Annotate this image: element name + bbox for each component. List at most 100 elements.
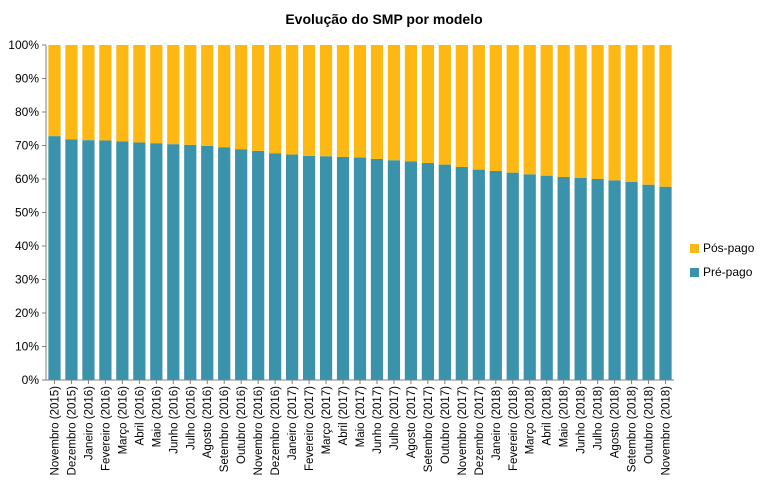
x-tick-label-36: Novembro (2018)	[661, 386, 673, 476]
x-tick-label-21: Agosto (2017)	[406, 386, 418, 458]
bar-pos-pago-32	[591, 45, 604, 179]
bar-pos-pago-24	[455, 45, 468, 167]
x-tick-label-35: Outubro (2018)	[644, 386, 656, 464]
bar-pos-pago-0	[48, 45, 61, 137]
x-tick-label-20: Julho (2017)	[389, 386, 401, 450]
bar-pos-pago-13	[269, 45, 282, 154]
y-tick-label-0: 0%	[22, 373, 40, 387]
x-tick-label-3: Fevereiro (2016)	[100, 386, 112, 471]
bar-pos-pago-21	[404, 45, 418, 162]
bar-pre-pago-27	[506, 172, 519, 380]
bar-pre-pago-17	[336, 156, 350, 380]
bar-pos-pago-26	[489, 45, 502, 171]
x-tick-label-18: Maio (2017)	[355, 386, 367, 448]
x-tick-label-8: Julho (2016)	[185, 386, 197, 450]
bar-pre-pago-26	[489, 170, 502, 380]
x-tick-label-12: Novembro (2016)	[253, 386, 265, 476]
bar-pos-pago-36	[659, 45, 672, 187]
chart-title: Evolução do SMP por modelo	[285, 11, 482, 27]
x-tick-label-29: Abril (2018)	[542, 386, 554, 446]
y-tick-label-8: 80%	[15, 105, 39, 119]
bar-pre-pago-25	[472, 169, 485, 380]
bar-pos-pago-29	[540, 45, 553, 176]
x-tick-label-26: Janeiro (2018)	[491, 386, 503, 460]
x-tick-label-14: Janeiro (2017)	[287, 386, 299, 460]
bar-pos-pago-12	[252, 45, 265, 151]
bar-pos-pago-2	[82, 45, 95, 141]
legend: Pós-pago Pré-pago	[690, 241, 755, 279]
bar-pos-pago-5	[133, 45, 146, 143]
x-tick-label-30: Maio (2018)	[559, 386, 571, 448]
y-tick-label-1: 10%	[15, 340, 39, 354]
y-tick-label-7: 70%	[15, 139, 39, 153]
bar-pre-pago-28	[523, 174, 536, 380]
bar-pre-pago-22	[421, 162, 435, 380]
bar-pos-pago-15	[302, 45, 316, 156]
legend-label-0: Pós-pago	[703, 241, 755, 255]
bar-pos-pago-23	[438, 45, 451, 165]
x-tick-label-23: Outubro (2017)	[440, 386, 452, 464]
bar-pos-pago-3	[99, 45, 112, 141]
legend-label-1: Pré-pago	[703, 265, 753, 279]
bar-pos-pago-28	[523, 45, 536, 175]
x-tick-label-9: Agosto (2016)	[202, 386, 214, 458]
bar-pre-pago-12	[252, 150, 265, 380]
x-tick-label-34: Setembro (2018)	[627, 386, 639, 472]
bar-pre-pago-15	[302, 155, 316, 380]
x-tick-label-11: Outubro (2016)	[236, 386, 248, 464]
bar-pre-pago-33	[608, 180, 621, 380]
bar-pre-pago-32	[591, 179, 604, 380]
bar-pre-pago-31	[574, 177, 587, 380]
bar-pos-pago-7	[167, 45, 180, 145]
y-tick-label-3: 30%	[15, 273, 39, 287]
x-tick-label-15: Fevereiro (2017)	[304, 386, 316, 471]
bar-pos-pago-8	[184, 45, 197, 145]
bar-pos-pago-25	[472, 45, 485, 170]
x-tick-label-16: Março (2017)	[321, 386, 333, 455]
bar-pos-pago-35	[642, 45, 655, 185]
bar-pos-pago-1	[65, 45, 78, 140]
axes-layer	[42, 44, 674, 384]
bar-pos-pago-6	[150, 45, 163, 144]
bar-pre-pago-2	[82, 140, 95, 380]
bar-pre-pago-9	[201, 145, 214, 380]
bar-pre-pago-30	[557, 176, 570, 380]
bar-pos-pago-18	[353, 45, 367, 158]
legend-swatch-0	[690, 244, 699, 253]
y-tick-label-10: 100%	[8, 38, 39, 52]
bar-pos-pago-22	[421, 45, 435, 163]
x-tick-label-0: Novembro (2015)	[49, 386, 61, 476]
bar-pre-pago-23	[438, 164, 451, 380]
bar-pre-pago-11	[235, 149, 248, 380]
x-tick-label-13: Dezembro (2016)	[270, 386, 282, 476]
y-tick-label-6: 60%	[15, 172, 39, 186]
x-tick-label-2: Janeiro (2016)	[83, 386, 95, 460]
y-tick-labels: 0% 10% 20% 30% 40% 50% 60% 70% 80% 90% 100%	[8, 38, 39, 387]
x-tick-label-22: Setembro (2017)	[423, 386, 435, 472]
x-tick-label-31: Junho (2018)	[576, 386, 588, 454]
bar-pos-pago-10	[218, 45, 231, 148]
x-tick-label-6: Maio (2016)	[151, 386, 163, 448]
bar-pos-pago-9	[201, 45, 214, 146]
x-tick-label-4: Março (2016)	[117, 386, 129, 455]
x-tick-label-32: Julho (2018)	[593, 386, 605, 450]
bar-pre-pago-29	[540, 175, 553, 380]
bar-pos-pago-20	[387, 45, 401, 161]
bar-pos-pago-27	[506, 45, 519, 173]
bar-pos-pago-30	[557, 45, 570, 177]
bar-pre-pago-6	[150, 143, 163, 380]
x-tick-label-24: Novembro (2017)	[457, 386, 469, 476]
bars-layer	[48, 45, 672, 380]
bar-pre-pago-3	[99, 140, 112, 380]
bar-pre-pago-24	[455, 166, 468, 380]
x-tick-label-10: Setembro (2016)	[219, 386, 231, 472]
bar-pre-pago-19	[370, 158, 384, 380]
y-tick-label-4: 40%	[15, 239, 39, 253]
bar-pos-pago-11	[235, 45, 248, 150]
bar-pre-pago-4	[116, 141, 129, 380]
y-tick-label-2: 20%	[15, 306, 39, 320]
bar-pre-pago-14	[285, 154, 299, 380]
bar-pre-pago-16	[319, 156, 333, 380]
bar-pos-pago-19	[370, 45, 384, 159]
y-tick-label-5: 50%	[15, 206, 39, 220]
